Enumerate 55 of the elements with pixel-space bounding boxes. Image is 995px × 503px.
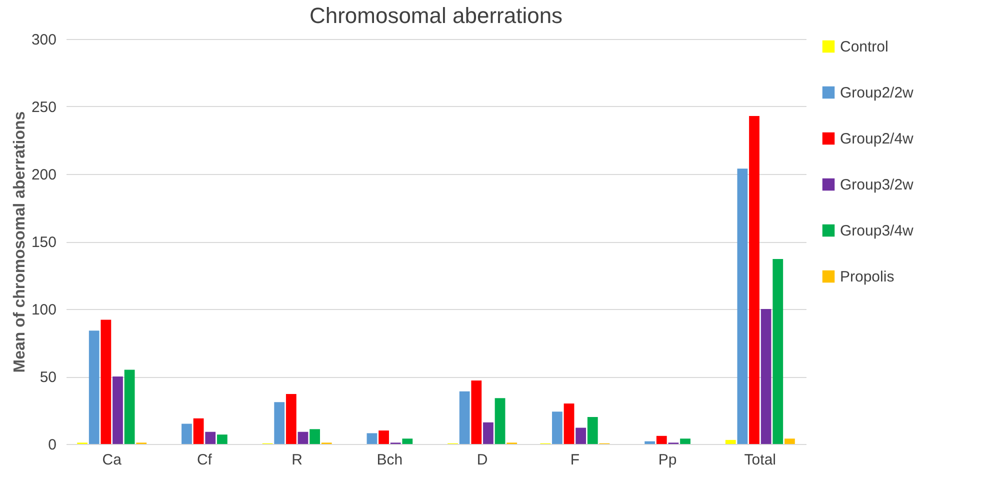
bar bbox=[471, 380, 482, 444]
chart-title: Chromosomal aberrations bbox=[309, 3, 563, 28]
x-tick-label: Ca bbox=[102, 452, 122, 468]
bar bbox=[737, 168, 748, 444]
bar bbox=[366, 433, 378, 444]
bar bbox=[124, 370, 135, 444]
x-tick-label: Total bbox=[744, 452, 776, 468]
x-tick-label: D bbox=[476, 452, 488, 468]
bar bbox=[378, 430, 389, 444]
x-tick-label: Cf bbox=[196, 452, 213, 468]
y-tick-label: 150 bbox=[31, 234, 56, 251]
legend-label: Group2/4w bbox=[840, 130, 914, 148]
bar bbox=[483, 422, 494, 444]
bar bbox=[402, 438, 413, 444]
bar bbox=[760, 309, 772, 444]
bar bbox=[298, 432, 308, 444]
bar bbox=[286, 394, 296, 444]
legend-label: Group3/4w bbox=[840, 222, 914, 240]
bar bbox=[216, 434, 228, 444]
bar bbox=[587, 417, 598, 444]
bar bbox=[644, 441, 656, 444]
y-tick-label: 200 bbox=[31, 166, 56, 184]
bar bbox=[274, 402, 285, 444]
legend-label: Group3/2w bbox=[840, 176, 914, 194]
bar bbox=[680, 438, 690, 444]
y-axis-title: Mean of chromosomal aberrations bbox=[11, 111, 28, 373]
bar bbox=[310, 429, 320, 444]
bar bbox=[459, 391, 470, 444]
legend-label: Control bbox=[840, 38, 888, 56]
bar bbox=[564, 404, 574, 444]
bar bbox=[749, 116, 760, 444]
bar bbox=[88, 330, 100, 444]
bar bbox=[576, 428, 586, 444]
y-tick-label: 300 bbox=[31, 32, 56, 48]
y-tick-label: 250 bbox=[31, 99, 56, 116]
bar bbox=[100, 320, 112, 444]
bar bbox=[112, 376, 123, 444]
bar bbox=[494, 398, 506, 444]
x-tick-label: F bbox=[570, 452, 580, 468]
bar bbox=[772, 259, 784, 444]
bar bbox=[193, 418, 204, 444]
x-tick-label: R bbox=[292, 452, 303, 468]
legend-label: Group2/2w bbox=[840, 84, 914, 102]
y-tick-label: 100 bbox=[31, 302, 56, 318]
bar bbox=[205, 432, 216, 444]
bar bbox=[182, 424, 192, 444]
legend-label: Propolis bbox=[840, 268, 894, 286]
bar bbox=[784, 438, 795, 444]
y-tick-label: 50 bbox=[40, 369, 56, 386]
bar bbox=[725, 440, 736, 444]
bar bbox=[656, 436, 667, 444]
bar bbox=[552, 412, 562, 444]
x-tick-label: Pp bbox=[658, 452, 677, 468]
y-tick-label: 0 bbox=[48, 436, 56, 454]
x-tick-label: Bch bbox=[376, 452, 403, 468]
